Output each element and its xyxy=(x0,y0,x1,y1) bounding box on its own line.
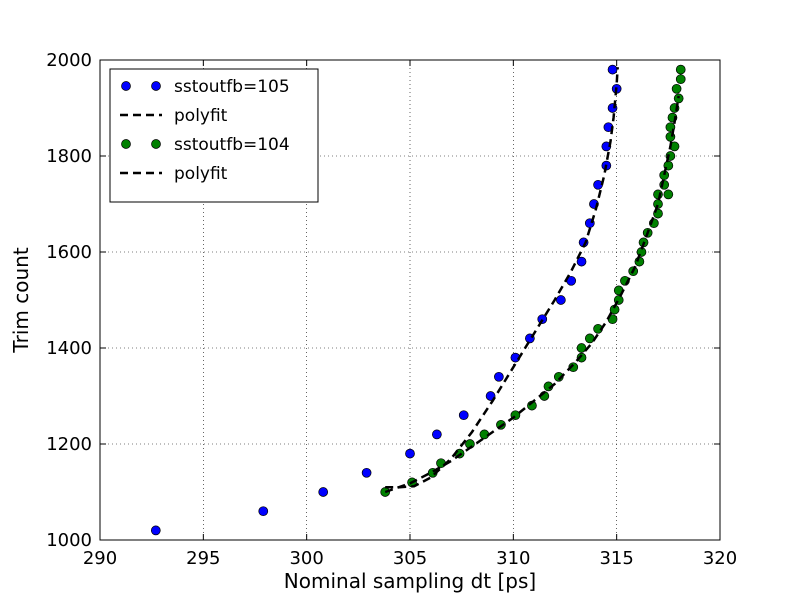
data-point xyxy=(673,93,684,104)
legend-marker xyxy=(151,81,161,91)
data-point xyxy=(432,429,442,440)
data-point xyxy=(671,83,682,94)
data-point xyxy=(556,295,566,305)
data-point xyxy=(458,410,469,421)
y-tick-label: 1400 xyxy=(46,338,92,359)
fit-line xyxy=(385,67,619,489)
legend-marker xyxy=(151,139,161,149)
x-tick-label: 310 xyxy=(496,548,530,569)
data-point xyxy=(258,506,269,517)
data-point xyxy=(675,74,686,85)
y-axis-title: Trim count xyxy=(9,247,33,353)
legend-label: polyfit xyxy=(174,164,228,184)
legend-marker xyxy=(121,81,131,91)
y-tick-label: 2000 xyxy=(46,50,92,71)
data-point xyxy=(576,343,587,353)
series-layer xyxy=(150,64,686,536)
legend-label: sstoutfb=105 xyxy=(174,77,290,97)
data-point xyxy=(494,371,504,382)
data-point xyxy=(150,525,161,536)
ticks: 290 295 300 305 310 315 320 1000 1200 1400 1600 180… xyxy=(46,50,737,569)
data-point xyxy=(361,467,372,478)
data-point xyxy=(607,64,618,75)
x-tick-label: 290 xyxy=(83,548,117,569)
x-tick-label: 315 xyxy=(599,548,633,569)
legend-box xyxy=(109,68,319,203)
legend-marker xyxy=(121,139,131,149)
legend-label: polyfit xyxy=(174,106,228,126)
data-point xyxy=(318,487,329,497)
data-point xyxy=(576,256,587,267)
data-point xyxy=(584,333,595,344)
data-point xyxy=(663,189,674,200)
y-tick-label: 1000 xyxy=(46,530,92,551)
x-tick-label: 295 xyxy=(186,548,220,569)
y-tick-label: 1200 xyxy=(46,434,92,455)
series-sstoutfb=105 xyxy=(150,64,622,536)
x-tick-label: 300 xyxy=(289,548,323,569)
x-tick-label: 320 xyxy=(703,548,737,569)
y-tick-label: 1600 xyxy=(46,242,92,263)
legend-label: sstoutfb=104 xyxy=(174,135,290,155)
x-axis-title: Nominal sampling dt [ps] xyxy=(284,569,536,593)
y-tick-label: 1800 xyxy=(46,146,92,167)
x-tick-label: 305 xyxy=(393,548,427,569)
data-point xyxy=(576,352,587,363)
series-sstoutfb=104 xyxy=(380,64,686,497)
legend: sstoutfb=105 polyfit sstoutfb=104 polyfit xyxy=(109,68,319,203)
data-point xyxy=(675,64,686,75)
data-point xyxy=(568,362,579,373)
data-point xyxy=(405,448,415,459)
fit-line xyxy=(384,95,680,494)
